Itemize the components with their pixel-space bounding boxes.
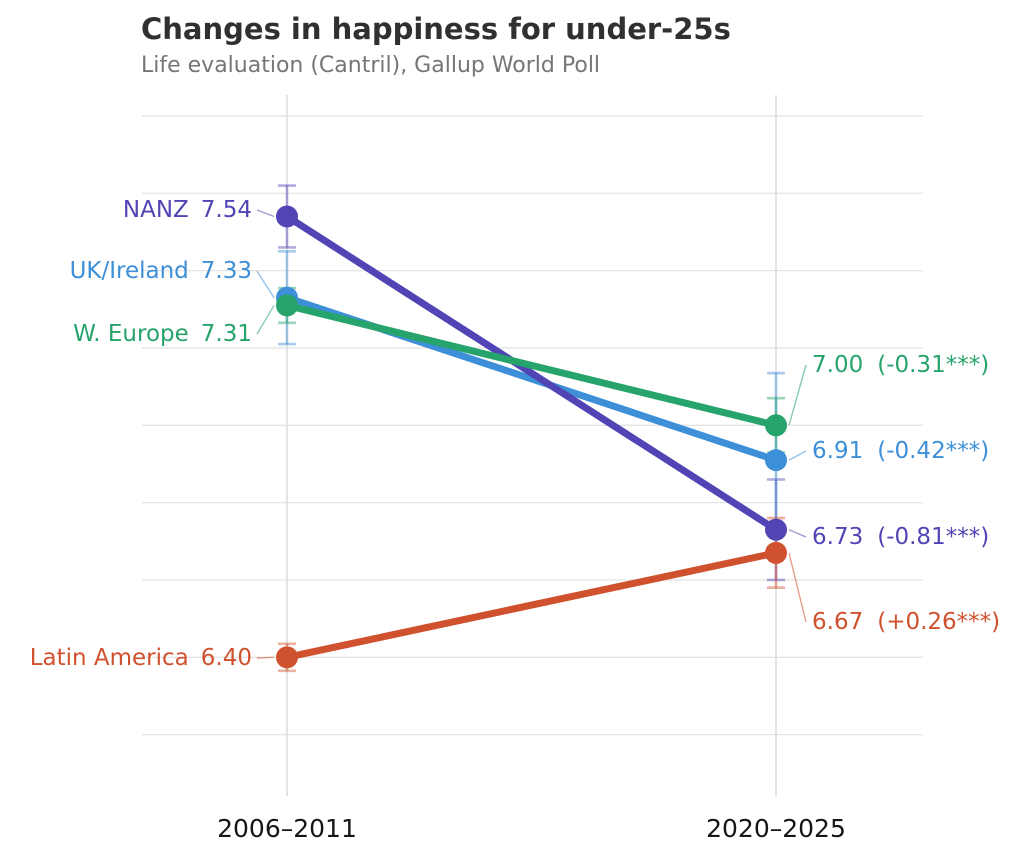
series-change-value: (-0.42***) bbox=[877, 438, 990, 464]
label-right-latin-america: 6.67 (+0.26***) bbox=[812, 607, 1000, 637]
series-change-value: (+0.26***) bbox=[877, 609, 1001, 635]
series-name: NANZ bbox=[122, 197, 189, 223]
series-end-value: 6.67 bbox=[812, 609, 864, 635]
label-left-latin-america: Latin America 6.40 bbox=[30, 643, 252, 673]
series-start-value: 7.31 bbox=[200, 321, 252, 347]
category-guides bbox=[286, 95, 777, 796]
chart-title: Changes in happiness for under-25s bbox=[141, 12, 731, 46]
label-left-nanz: NANZ 7.54 bbox=[123, 195, 252, 225]
series-name: W. Europe bbox=[73, 321, 189, 347]
label-left-uk-ireland: UK/Ireland 7.33 bbox=[70, 256, 252, 286]
series-end-value: 7.00 bbox=[812, 352, 864, 378]
series-start-value: 6.40 bbox=[200, 645, 252, 671]
label-left-w-europe: W. Europe 7.31 bbox=[73, 319, 252, 349]
series-change-value: (-0.31***) bbox=[877, 352, 990, 378]
label-right-w-europe: 7.00 (-0.31***) bbox=[812, 350, 989, 380]
series-end-value: 6.91 bbox=[812, 438, 864, 464]
label-right-nanz: 6.73 (-0.81***) bbox=[812, 522, 989, 552]
x-tick-2020-2025: 2020–2025 bbox=[706, 814, 846, 843]
gridlines bbox=[142, 115, 923, 736]
series-name: UK/Ireland bbox=[69, 258, 189, 284]
chart-subtitle: Life evaluation (Cantril), Gallup World … bbox=[141, 53, 601, 78]
series-dots bbox=[276, 205, 787, 669]
series-end-value: 6.73 bbox=[812, 524, 864, 550]
series-change-value: (-0.81***) bbox=[877, 524, 990, 550]
series-start-value: 7.54 bbox=[200, 197, 252, 223]
series-start-value: 7.33 bbox=[200, 258, 252, 284]
leader-lines bbox=[256, 209, 807, 659]
x-tick-2006-2011: 2006–2011 bbox=[217, 814, 357, 843]
series-lines bbox=[283, 212, 780, 661]
series-name: Latin America bbox=[29, 645, 189, 671]
label-right-uk-ireland: 6.91 (-0.42***) bbox=[812, 436, 989, 466]
